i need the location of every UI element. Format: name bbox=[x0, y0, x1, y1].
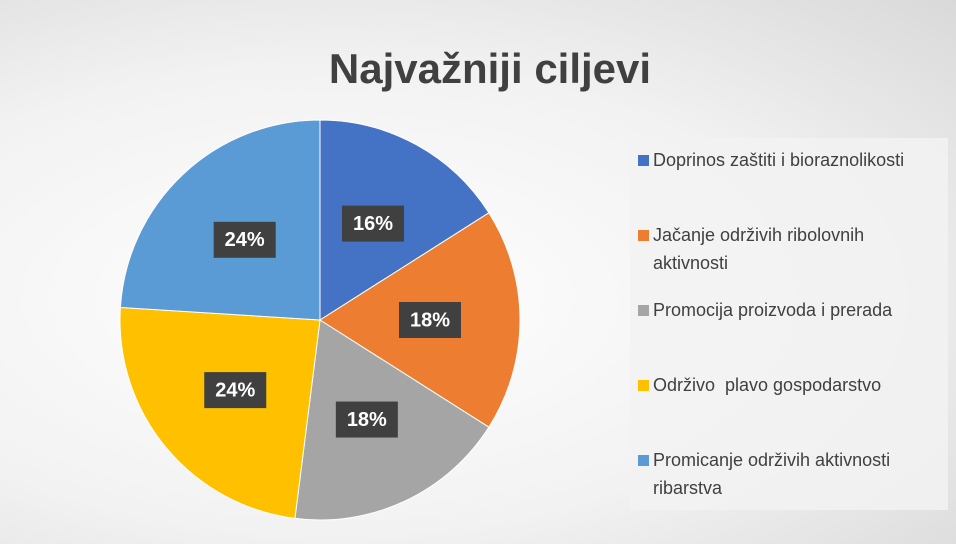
legend-label: Promicanje održivih aktivnosti ribarstva bbox=[653, 450, 896, 498]
chart-title: Najvažniji ciljevi bbox=[329, 45, 651, 92]
legend-swatch bbox=[638, 455, 649, 466]
legend-entry: Promicanje održivih aktivnosti ribarstva bbox=[638, 446, 938, 502]
legend: Doprinos zaštiti i bioraznolikosti Jačanj… bbox=[630, 138, 948, 510]
legend-entry: Promocija proizvoda i prerada bbox=[638, 296, 938, 324]
legend-swatch bbox=[638, 380, 649, 391]
value-label: 24% bbox=[215, 379, 255, 401]
value-label-box bbox=[335, 401, 398, 438]
pie-slice bbox=[319, 119, 490, 321]
pie-slice bbox=[119, 306, 321, 519]
legend-label: Jačanje održivih ribolovnih aktivnosti bbox=[653, 225, 870, 273]
value-label-box bbox=[213, 221, 276, 258]
legend-label: Doprinos zaštiti i bioraznolikosti bbox=[653, 150, 905, 170]
legend-entry: Doprinos zaštiti i bioraznolikosti bbox=[638, 146, 938, 174]
value-label: 16% bbox=[353, 213, 393, 235]
legend-entry: Održivo plavo gospodarstvo bbox=[638, 371, 938, 399]
value-label: 18% bbox=[347, 409, 387, 431]
legend-entry: Jačanje održivih ribolovnih aktivnosti bbox=[638, 221, 938, 277]
legend-swatch bbox=[638, 155, 649, 166]
value-label: 24% bbox=[225, 229, 265, 251]
value-label-box bbox=[399, 302, 461, 338]
value-label: 18% bbox=[410, 309, 450, 331]
pie-slice bbox=[119, 119, 321, 321]
legend-swatch bbox=[638, 230, 649, 241]
legend-label: Održivo plavo gospodarstvo bbox=[653, 375, 882, 395]
legend-swatch bbox=[638, 305, 649, 316]
value-label-box bbox=[341, 205, 404, 242]
value-label-box bbox=[204, 372, 267, 409]
legend-label: Promocija proizvoda i prerada bbox=[653, 300, 893, 320]
